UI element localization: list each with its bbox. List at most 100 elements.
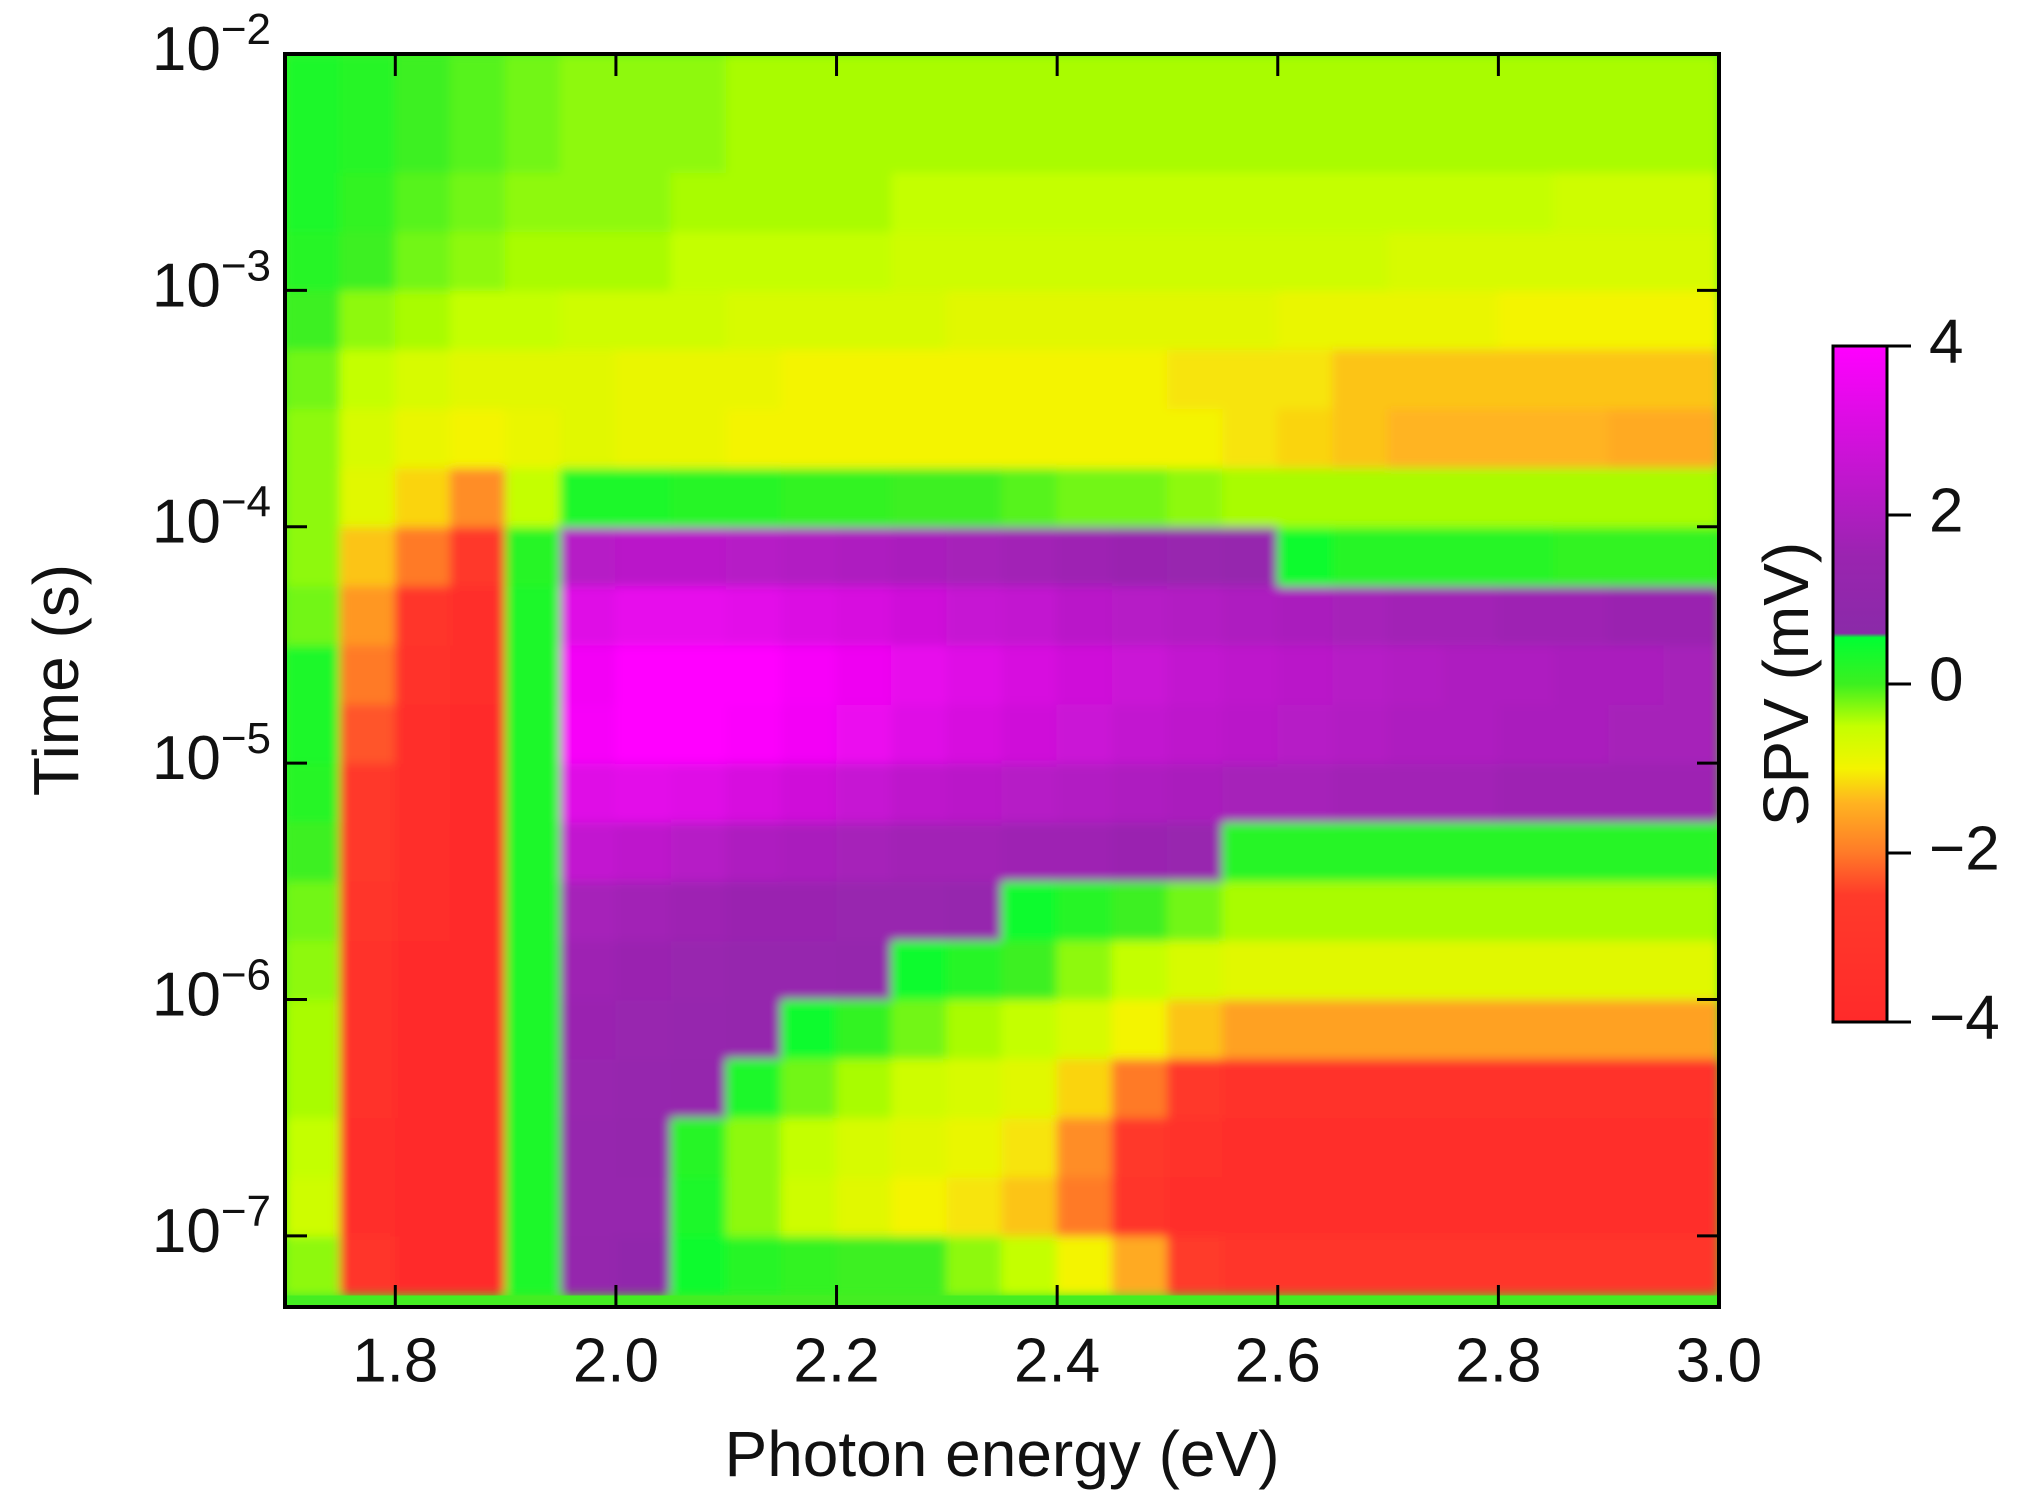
heatmap-cell	[725, 821, 782, 882]
heatmap-cell	[1111, 289, 1168, 350]
heatmap-cell	[1332, 880, 1389, 942]
heatmap-cell	[780, 821, 838, 882]
heatmap-cell	[560, 999, 617, 1060]
heatmap-cell	[615, 1176, 672, 1237]
heatmap-cell	[394, 940, 451, 1001]
heatmap-cell	[1497, 54, 1555, 114]
heatmap-cell	[1001, 644, 1058, 705]
heatmap-cell	[1553, 703, 1610, 764]
heatmap-cell	[1497, 703, 1555, 764]
heatmap-cell	[725, 940, 782, 1001]
heatmap-cell	[394, 999, 451, 1060]
heatmap-cell	[1166, 408, 1224, 469]
heatmap-cell	[946, 171, 1003, 232]
heatmap-cell	[285, 112, 341, 173]
heatmap-cell	[1608, 703, 1665, 764]
heatmap-cell	[1387, 230, 1444, 291]
heatmap-cell	[1332, 940, 1389, 1001]
heatmap-cell	[1387, 880, 1444, 942]
heatmap-cell	[339, 703, 396, 764]
heatmap-cell	[1166, 467, 1224, 528]
heatmap-cell	[891, 1235, 948, 1296]
heatmap-cell	[836, 1058, 893, 1119]
heatmap-cell	[1056, 171, 1113, 232]
heatmap-cell	[1497, 880, 1555, 942]
heatmap-cell	[1608, 821, 1665, 882]
heatmap-cell	[1553, 467, 1610, 528]
x-tick-label: 2.8	[1455, 1326, 1541, 1395]
heatmap-cell	[1497, 1176, 1555, 1237]
heatmap-cell	[780, 526, 838, 587]
heatmap-cell	[670, 526, 727, 587]
heatmap-cell	[1442, 1235, 1499, 1296]
heatmap-cell	[1166, 880, 1224, 942]
heatmap-cell	[1608, 762, 1665, 823]
heatmap-cell	[1332, 408, 1389, 469]
heatmap-cell	[1608, 54, 1665, 114]
heatmap-cell	[780, 703, 838, 764]
heatmap-cell	[1553, 999, 1610, 1060]
heatmap-cell	[560, 585, 617, 646]
heatmap-cell	[1442, 408, 1499, 469]
heatmap-cell	[1166, 112, 1224, 173]
heatmap-cell	[1553, 1117, 1610, 1178]
heatmap-cell	[285, 880, 341, 942]
heatmap-cell	[505, 880, 562, 942]
heatmap-cell	[339, 1176, 396, 1237]
heatmap-cell	[339, 762, 396, 823]
heatmap-cell	[1387, 171, 1444, 232]
heatmap-cell	[836, 762, 893, 823]
heatmap-cell	[615, 408, 672, 469]
heatmap-cell	[1111, 54, 1168, 114]
heatmap-cell	[1166, 230, 1224, 291]
heatmap-cell	[1387, 1235, 1444, 1296]
heatmap-cell	[1277, 999, 1334, 1060]
heatmap-cell	[1553, 54, 1610, 114]
heatmap-cell	[1442, 230, 1499, 291]
heatmap-cell	[1001, 821, 1058, 882]
heatmap-cell	[560, 348, 617, 410]
heatmap-cell	[1442, 467, 1499, 528]
heatmap-cell	[1497, 940, 1555, 1001]
heatmap-cell	[1497, 467, 1555, 528]
heatmap-cell	[1387, 348, 1444, 410]
heatmap-cell	[1111, 585, 1168, 646]
heatmap-cell	[780, 54, 838, 114]
heatmap-cell	[1222, 467, 1279, 528]
heatmap-cell	[1497, 585, 1555, 646]
heatmap-cell	[339, 999, 396, 1060]
x-tick-label: 1.8	[352, 1326, 438, 1395]
heatmap-cell	[1001, 1176, 1058, 1237]
heatmap-cell	[1663, 112, 1719, 173]
heatmap-cell	[1222, 1176, 1279, 1237]
heatmap-cell	[1608, 880, 1665, 942]
heatmap-cell	[560, 762, 617, 823]
heatmap-cell	[505, 821, 562, 882]
heatmap-cell	[1442, 1117, 1499, 1178]
heatmap-cell	[394, 880, 451, 942]
heatmap-cell	[560, 940, 617, 1001]
heatmap-cell	[1001, 1117, 1058, 1178]
heatmap-cell	[836, 940, 893, 1001]
heatmap-cell	[1442, 821, 1499, 882]
heatmap-cell	[780, 289, 838, 350]
heatmap-cell	[560, 289, 617, 350]
heatmap-cell	[1608, 999, 1665, 1060]
heatmap-cell	[1056, 348, 1113, 410]
heatmap-cell	[1111, 348, 1168, 410]
heatmap-cell	[1166, 703, 1224, 764]
heatmap-cell	[1387, 467, 1444, 528]
x-tick-label: 2.2	[793, 1326, 879, 1395]
heatmap-cell	[1497, 408, 1555, 469]
heatmap-cell	[670, 880, 727, 942]
colorbar-tick-label: −4	[1929, 983, 2000, 1052]
heatmap-cell	[1663, 762, 1719, 823]
heatmap-cell	[1277, 526, 1334, 587]
heatmap-cell	[1222, 289, 1279, 350]
heatmap-cell	[505, 999, 562, 1060]
heatmap-cell	[615, 762, 672, 823]
heatmap-cell	[1332, 585, 1389, 646]
heatmap-cell	[505, 762, 562, 823]
heatmap-cell	[449, 880, 507, 942]
heatmap-cell	[1553, 821, 1610, 882]
